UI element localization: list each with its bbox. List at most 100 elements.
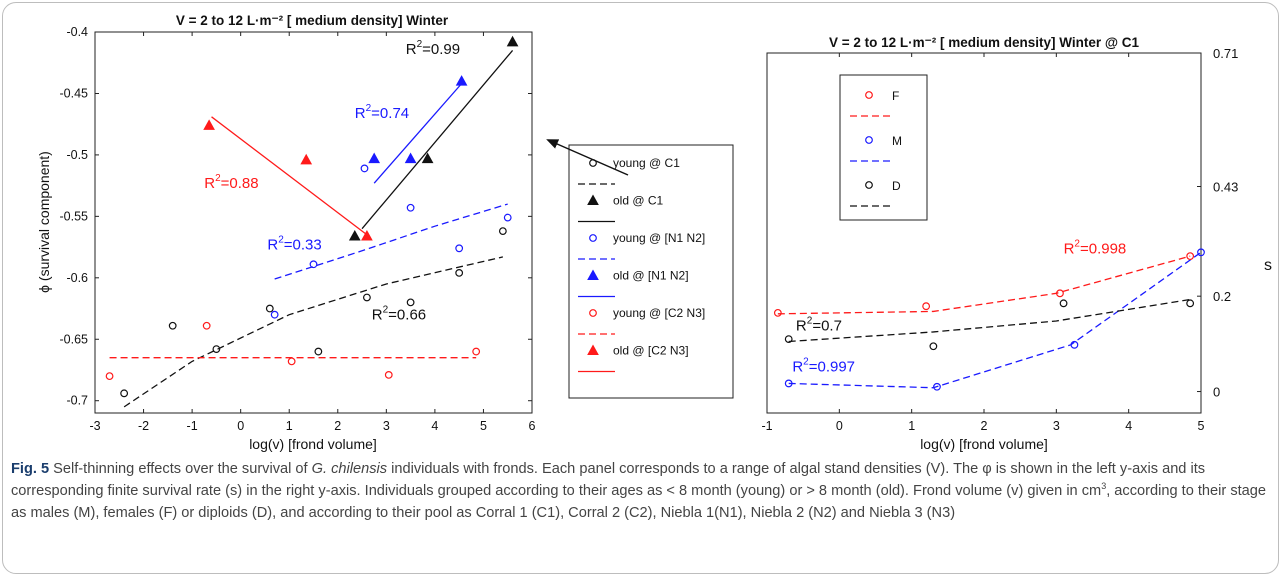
left-y-tick-label: -0.6 — [66, 271, 88, 285]
figure-canvas: V = 2 to 12 L·m⁻² [ medium density] Wint… — [36, 13, 1272, 452]
legend-marker-2 — [589, 234, 597, 242]
left-r2-label-3: R2=0.33 — [267, 235, 321, 254]
left-point-2 — [406, 203, 415, 212]
left-point-3 — [368, 152, 381, 164]
right-y-tick-label: 0.71 — [1213, 46, 1238, 61]
right-point-1 — [933, 382, 941, 391]
left-chart-title: V = 2 to 12 L·m⁻² [ medium density] Wint… — [176, 13, 449, 28]
legend-marker-5 — [587, 344, 599, 355]
right-point-2 — [1059, 299, 1068, 308]
left-point-4 — [384, 371, 393, 379]
right-legend-label-1: M — [892, 134, 902, 148]
figure-caption: Fig. 5 Self-thinning effects over the su… — [11, 458, 1273, 524]
left-plot-area — [94, 31, 533, 414]
left-r2-annotations: R2=0.99 R2=0.74 R2=0.88 R2=0.33 R2=0.66 — [204, 39, 460, 323]
right-x-tick-label: 0 — [836, 419, 843, 433]
left-x-tick-label: 1 — [286, 419, 293, 433]
left-point-5 — [361, 229, 373, 241]
left-point-1 — [348, 229, 361, 241]
left-point-0 — [168, 321, 177, 330]
legend-marker-4 — [589, 309, 597, 317]
right-point-0 — [773, 308, 782, 317]
right-y-axis-label: s — [1264, 257, 1272, 274]
legend-marker-3 — [587, 269, 599, 280]
left-point-3 — [455, 75, 468, 86]
right-chart-panel: V = 2 to 12 L·m⁻² [ medium density] Wint… — [761, 35, 1272, 452]
legend-label-3: old @ [N1 N2] — [613, 269, 689, 283]
left-y-tick-label: -0.45 — [60, 86, 89, 100]
left-point-0 — [498, 227, 507, 236]
legend-box — [568, 144, 734, 399]
right-x-tick-label: -1 — [761, 419, 772, 433]
caption-text-1: Self-thinning effects over the survival … — [49, 461, 312, 477]
left-r2-label-4: R2=0.66 — [372, 305, 426, 324]
legend-marker-1 — [587, 194, 599, 205]
right-r2-label-0: R2=0.998 — [1064, 239, 1127, 258]
left-fit-lines — [109, 50, 514, 408]
left-x-tick-label: 6 — [529, 419, 536, 433]
left-fit-line-3 — [373, 83, 463, 184]
right-fit-line-1 — [788, 251, 1202, 389]
left-x-tick-label: 0 — [237, 419, 244, 433]
left-y-axis-label: ϕ (survival component) — [36, 151, 52, 293]
right-plot-area — [766, 52, 1202, 414]
left-point-2 — [455, 244, 464, 253]
left-point-1 — [506, 35, 519, 47]
left-data-points — [105, 35, 519, 398]
right-r2-label-2: R2=0.997 — [792, 357, 855, 376]
left-point-2 — [503, 213, 512, 222]
left-y-tick-label: -0.55 — [60, 209, 89, 223]
right-y-tick-label: 0 — [1213, 385, 1220, 400]
left-point-4 — [287, 357, 296, 366]
left-point-2 — [309, 260, 318, 269]
right-legend-marker-1 — [865, 136, 873, 144]
left-x-tick-label: 2 — [334, 419, 341, 433]
right-point-1 — [1197, 248, 1205, 257]
left-point-0 — [455, 268, 464, 277]
left-y-tick-label: -0.4 — [66, 25, 88, 39]
right-point-2 — [1186, 299, 1195, 308]
right-fit-lines — [777, 251, 1202, 389]
left-y-tick-label: -0.65 — [60, 332, 89, 346]
right-point-0 — [1186, 252, 1195, 261]
right-x-tick-label: 5 — [1198, 419, 1205, 433]
right-r2-label-1: R2=0.7 — [796, 316, 842, 335]
legend-label-2: young @ [N1 N2] — [613, 231, 705, 245]
left-point-4 — [202, 321, 211, 330]
left-x-tick-label: 4 — [431, 419, 438, 433]
right-legend-box — [839, 74, 928, 221]
right-axis-ticks: -1 0 1 2 3 4 5 0 0.2 0.43 0.71 — [761, 46, 1238, 433]
right-point-0 — [1056, 289, 1064, 298]
right-point-1 — [784, 379, 793, 388]
left-point-0 — [363, 293, 371, 302]
right-legend-marker-2 — [865, 181, 873, 189]
legend-pointer-arrow — [546, 139, 629, 176]
right-x-tick-label: 4 — [1125, 419, 1132, 433]
legend-label-4: young @ [C2 N3] — [613, 306, 705, 320]
left-point-0 — [120, 389, 129, 398]
left-y-tick-label: -0.7 — [66, 394, 88, 408]
left-x-tick-label: -3 — [89, 419, 100, 433]
legend-label-5: old @ [C2 N3] — [613, 344, 689, 358]
right-chart-legend: F M D — [839, 74, 928, 221]
left-r2-label-1: R2=0.74 — [355, 103, 409, 122]
left-fit-line-1 — [361, 50, 514, 230]
left-point-0 — [212, 345, 221, 353]
right-point-0 — [922, 302, 931, 311]
caption-species: G. chilensis — [311, 461, 388, 477]
right-legend-label-2: D — [892, 179, 901, 193]
left-point-0 — [265, 304, 274, 313]
left-fit-line-0 — [123, 256, 504, 408]
left-point-1 — [421, 152, 434, 164]
caption-superscript: 3 — [1101, 481, 1107, 492]
right-x-tick-label: 1 — [908, 419, 915, 433]
left-x-tick-label: 3 — [383, 419, 390, 433]
right-legend-label-0: F — [892, 89, 899, 103]
left-y-tick-label: -0.5 — [66, 148, 88, 162]
legend-label-1: old @ C1 — [613, 194, 664, 208]
left-chart-legend: young @ C1 old @ C1 young @ [N1 N2] old @ [… — [568, 144, 734, 399]
right-x-tick-label: 2 — [981, 419, 988, 433]
left-point-4 — [105, 372, 114, 381]
left-x-tick-label: -2 — [138, 419, 149, 433]
